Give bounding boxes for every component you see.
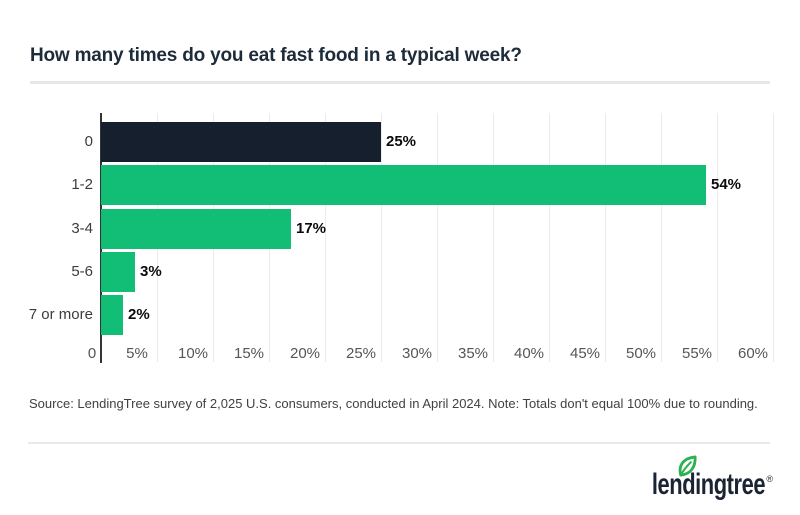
gridline	[549, 113, 550, 362]
x-tick-label: 45%	[569, 345, 601, 362]
x-tick-label: 10%	[177, 345, 209, 362]
source-note: Source: LendingTree survey of 2,025 U.S.…	[29, 396, 758, 411]
value-label: 25%	[386, 133, 417, 150]
value-label: 3%	[140, 263, 162, 280]
lendingtree-logo: lendingtree ®	[630, 452, 775, 504]
gridline	[437, 113, 438, 362]
x-tick-label: 25%	[345, 345, 377, 362]
x-tick-label: 50%	[625, 345, 657, 362]
x-tick-label: 20%	[289, 345, 321, 362]
bar-1-2	[101, 165, 706, 205]
category-label: 5-6	[71, 263, 93, 280]
title-divider	[30, 81, 770, 84]
value-label: 2%	[128, 306, 150, 323]
x-tick-label: 60%	[737, 345, 769, 362]
x-tick-label: 30%	[401, 345, 433, 362]
gridline	[381, 113, 382, 362]
category-label: 7 or more	[28, 306, 93, 323]
bar-5-6	[101, 252, 135, 292]
gridline	[493, 113, 494, 362]
gridline	[773, 113, 774, 362]
bar-7-or-more	[101, 295, 123, 335]
chart-title: How many times do you eat fast food in a…	[30, 45, 522, 66]
bar-3-4	[101, 209, 291, 249]
bar-0	[101, 122, 381, 162]
x-tick-label: 35%	[457, 345, 489, 362]
category-label: 3-4	[71, 220, 93, 237]
registered-mark: ®	[766, 474, 773, 484]
logo-wordmark: lendingtree	[651, 468, 766, 501]
x-tick-label: 0	[87, 345, 97, 362]
leaf-icon	[678, 455, 697, 477]
x-tick-label: 5%	[126, 345, 148, 362]
gridline	[717, 113, 718, 362]
value-label: 54%	[711, 176, 742, 193]
gridline	[661, 113, 662, 362]
gridline	[605, 113, 606, 362]
category-label: 1-2	[71, 176, 93, 193]
value-label: 17%	[296, 220, 327, 237]
x-tick-label: 40%	[513, 345, 545, 362]
gridline	[325, 113, 326, 362]
category-label: 0	[84, 133, 93, 150]
footer-divider	[28, 442, 770, 444]
x-tick-label: 55%	[681, 345, 713, 362]
x-tick-label: 15%	[233, 345, 265, 362]
